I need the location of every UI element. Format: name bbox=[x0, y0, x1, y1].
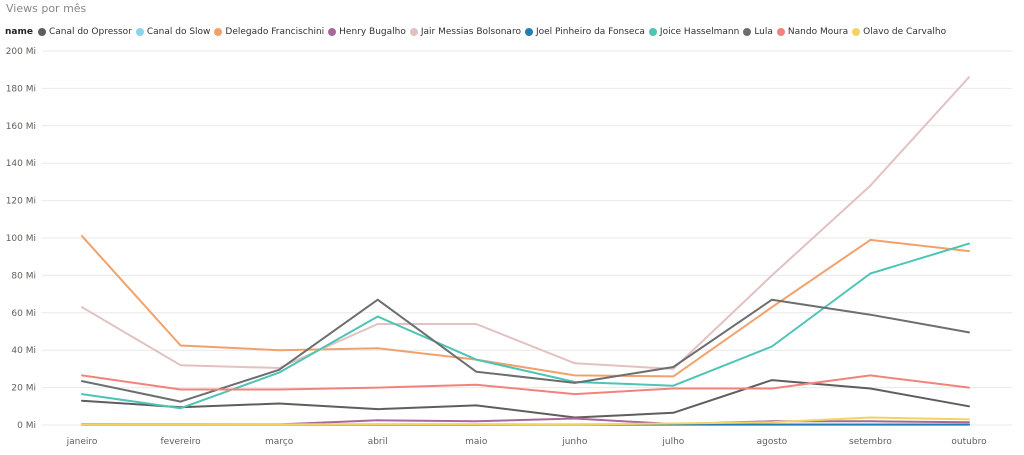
x-tick-label: outubro bbox=[951, 437, 987, 447]
legend-marker bbox=[214, 28, 223, 36]
x-tick-label: fevereiro bbox=[160, 437, 201, 447]
y-tick-label: 140 Mi bbox=[6, 159, 36, 169]
legend-item[interactable]: Jair Messias Bolsonaro bbox=[409, 27, 521, 37]
x-tick-label: julho bbox=[661, 437, 684, 447]
legend-label: Olavo de Carvalho bbox=[863, 27, 947, 37]
y-tick-label: 40 Mi bbox=[11, 346, 36, 356]
legend-item[interactable]: Joel Pinheiro da Fonseca bbox=[524, 27, 645, 37]
legend-item[interactable]: Henry Bugalho bbox=[328, 27, 406, 37]
legend-marker bbox=[852, 28, 861, 36]
legend-label: Joice Hasselmann bbox=[659, 27, 740, 37]
y-tick-label: 0 Mi bbox=[17, 421, 36, 431]
chart-legend: name Canal do Opressor Canal do Slow Deleg… bbox=[5, 24, 950, 40]
legend-marker bbox=[135, 28, 144, 36]
x-tick-label: junho bbox=[561, 437, 588, 447]
y-tick-label: 60 Mi bbox=[11, 309, 36, 319]
series-line-canal-do-opressor bbox=[81, 379, 970, 419]
y-tick-label: 180 Mi bbox=[6, 84, 36, 94]
series-line-delegado-francischini bbox=[81, 235, 970, 378]
legend-label: Delegado Francischini bbox=[225, 27, 325, 37]
legend-item[interactable]: Nando Moura bbox=[776, 27, 849, 37]
legend-item[interactable]: Delegado Francischini bbox=[214, 27, 324, 37]
legend-item[interactable]: Canal do Slow bbox=[135, 27, 211, 37]
y-tick-label: 100 Mi bbox=[6, 234, 36, 244]
x-tick-label: abril bbox=[368, 437, 388, 447]
legend-items: Canal do Opressor Canal do Slow Delegado F… bbox=[37, 27, 950, 37]
legend-marker bbox=[743, 28, 752, 36]
legend-label: Joel Pinheiro da Fonseca bbox=[535, 27, 645, 37]
legend-marker bbox=[648, 28, 657, 36]
x-tick-label: setembro bbox=[849, 437, 892, 447]
series-line-olavo-de-carvalho bbox=[81, 416, 970, 426]
series-line-nando-moura bbox=[81, 374, 970, 396]
legend-label: Canal do Slow bbox=[146, 27, 211, 37]
legend-marker bbox=[328, 28, 337, 36]
x-tick-label: janeiro bbox=[66, 437, 98, 447]
y-tick-label: 20 Mi bbox=[11, 384, 36, 394]
chart-title: Views por mês bbox=[6, 2, 87, 15]
legend-label: Nando Moura bbox=[787, 27, 849, 37]
legend-label: Henry Bugalho bbox=[339, 27, 406, 37]
legend-item[interactable]: Lula bbox=[743, 27, 773, 37]
legend-label: Jair Messias Bolsonaro bbox=[420, 27, 521, 37]
series-line-joice-hasselmann bbox=[81, 242, 970, 410]
x-tick-label: agosto bbox=[757, 437, 788, 447]
legend-marker bbox=[776, 28, 785, 36]
legend-marker bbox=[37, 28, 46, 36]
series-line-lula bbox=[81, 298, 970, 403]
legend-marker bbox=[524, 28, 533, 36]
y-tick-label: 80 Mi bbox=[11, 271, 36, 281]
series-line-jair-messias-bolsonaro bbox=[81, 76, 970, 370]
y-tick-label: 200 Mi bbox=[6, 47, 36, 57]
legend-item[interactable]: Canal do Opressor bbox=[37, 27, 132, 37]
y-tick-label: 160 Mi bbox=[6, 122, 36, 132]
x-tick-label: março bbox=[265, 437, 294, 447]
legend-label: Canal do Opressor bbox=[48, 27, 132, 37]
x-tick-label: maio bbox=[465, 437, 488, 447]
y-tick-label: 120 Mi bbox=[6, 197, 36, 207]
legend-label: Lula bbox=[754, 27, 773, 37]
legend-title: name bbox=[5, 27, 33, 37]
legend-item[interactable]: Joice Hasselmann bbox=[648, 27, 740, 37]
legend-item[interactable]: Olavo de Carvalho bbox=[852, 27, 946, 37]
legend-marker bbox=[409, 28, 418, 36]
